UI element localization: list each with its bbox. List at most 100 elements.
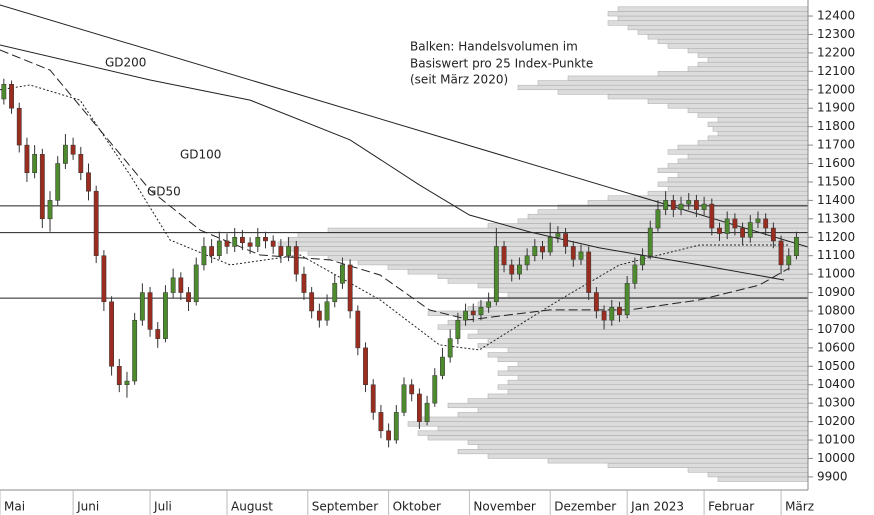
candle-body <box>293 246 299 275</box>
candle-body <box>63 144 68 164</box>
candle-body <box>463 310 468 321</box>
candle-body <box>709 203 715 229</box>
volume-bar <box>687 154 809 160</box>
candle-body <box>609 307 615 321</box>
y-tick-label: 11100 <box>817 248 855 262</box>
candle-body <box>663 200 669 210</box>
candle-body <box>9 83 14 109</box>
ma-label: GD100 <box>180 148 221 162</box>
candle-body <box>301 273 307 293</box>
candle-body <box>86 172 91 192</box>
x-tick-label: September <box>312 500 378 514</box>
candle-body <box>201 246 207 266</box>
candle-body <box>124 380 130 385</box>
candle-body <box>70 144 76 155</box>
candle-body <box>755 218 761 223</box>
candle-body <box>147 292 153 330</box>
candle-body <box>647 227 653 256</box>
volume-bar <box>637 29 809 35</box>
volume-bar <box>677 158 809 164</box>
candle-body <box>501 246 507 266</box>
y-tick-label: 11400 <box>817 193 855 207</box>
candle-body <box>740 227 745 238</box>
volume-bar <box>467 333 809 339</box>
volume-bar <box>307 250 809 256</box>
y-tick-label: 10900 <box>817 285 855 299</box>
y-tick-label: 10600 <box>817 340 855 354</box>
moving-average <box>0 44 785 281</box>
volume-bar <box>467 439 809 445</box>
moving-average <box>0 49 790 321</box>
candle-body <box>255 237 261 247</box>
y-tick-label: 9900 <box>817 469 848 483</box>
y-tick-label: 11600 <box>817 156 855 170</box>
candle-body <box>478 307 484 315</box>
volume-bar <box>667 163 809 169</box>
candle-body <box>493 246 499 303</box>
candle-body <box>16 107 22 146</box>
candle-body <box>732 218 738 229</box>
volume-bar <box>507 347 809 353</box>
candle-body <box>1 83 7 100</box>
candle-body <box>32 154 38 173</box>
x-tick-label: Jan 2023 <box>630 500 684 514</box>
volume-bar <box>697 112 809 118</box>
candle-body <box>393 412 399 441</box>
volume-bar <box>487 453 809 459</box>
x-tick-label: August <box>231 500 273 514</box>
candle-body <box>386 430 392 441</box>
y-tick-label: 10200 <box>817 414 855 428</box>
candle-body <box>694 200 699 210</box>
x-tick-label: Juli <box>153 500 172 514</box>
candle-body <box>370 384 376 413</box>
candle-body <box>309 292 315 312</box>
candle-body <box>747 222 753 238</box>
moving-average <box>0 84 790 351</box>
y-tick-label: 10400 <box>817 377 855 391</box>
volume-bar <box>667 103 809 109</box>
candle-body <box>324 301 330 321</box>
volume-bar <box>697 61 809 67</box>
candle-body <box>340 264 345 284</box>
candle-body <box>786 255 792 266</box>
volume-bar <box>657 167 809 173</box>
candle-body <box>624 283 630 315</box>
volume-bar <box>657 181 809 187</box>
volume-bar <box>717 476 809 482</box>
candle-body <box>139 292 145 321</box>
x-tick-label: November <box>473 500 535 514</box>
candle-body <box>617 307 622 315</box>
candle-body <box>101 255 107 303</box>
volume-bar <box>507 379 809 385</box>
volume-bar <box>607 11 809 17</box>
candle-body <box>486 301 492 308</box>
x-tick-label: Februar <box>708 500 754 514</box>
volume-bar <box>417 416 809 422</box>
volume-bar <box>447 278 809 284</box>
y-tick-label: 10700 <box>817 322 855 336</box>
volume-bar <box>477 329 809 335</box>
candle-body <box>170 277 176 293</box>
candle-body <box>178 277 184 293</box>
volume-bar <box>407 421 809 427</box>
candle-body <box>193 264 199 303</box>
x-tick-label: Dezember <box>554 500 616 514</box>
candle-body <box>332 283 338 303</box>
candle-body <box>263 237 268 242</box>
volume-bar <box>697 140 809 146</box>
volume-bar <box>447 319 809 326</box>
candle-body <box>632 264 638 284</box>
candle-body <box>378 412 384 432</box>
candle-body <box>355 310 361 349</box>
volume-bar <box>427 435 809 441</box>
volume-bar <box>717 131 809 137</box>
volume-bar <box>327 227 809 233</box>
candle-body <box>186 292 191 303</box>
y-tick-label: 11500 <box>817 174 855 188</box>
volume-bar <box>687 467 809 473</box>
x-tick-label: Mai <box>4 500 25 514</box>
volume-bar <box>667 43 809 49</box>
candle-body <box>163 292 168 339</box>
candle-body <box>116 366 122 385</box>
candle-body <box>24 144 30 173</box>
